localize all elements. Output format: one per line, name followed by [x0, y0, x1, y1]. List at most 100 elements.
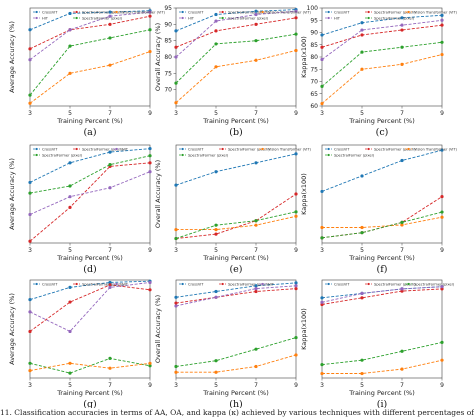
- data-point: [400, 28, 404, 32]
- y-tick-label: 95: [164, 5, 172, 12]
- data-point: [320, 296, 324, 300]
- series-line-spectralformer-patch: [29, 162, 151, 242]
- legend-marker: [75, 16, 78, 20]
- legend-marker: [221, 282, 224, 286]
- x-axis-label: Training Percent (%): [56, 389, 123, 397]
- data-point: [68, 11, 72, 16]
- series-line-hit: [29, 171, 151, 215]
- data-point: [108, 280, 112, 285]
- data-point: [174, 228, 178, 232]
- x-tick-label: 5: [68, 247, 72, 254]
- series-line-vision-transformer-vit: [175, 50, 297, 104]
- y-axis-label: Overall Accuracy (%): [154, 160, 162, 228]
- legend-marker: [327, 153, 330, 157]
- series-line-spectralformer-patch: [321, 196, 443, 239]
- series-line-hit: [29, 281, 151, 332]
- data-point: [440, 340, 444, 344]
- data-point: [214, 289, 218, 294]
- y-tick-label: 70: [164, 87, 172, 94]
- x-tick-label: 9: [440, 382, 444, 389]
- x-tick-label: 7: [254, 382, 258, 389]
- panel-a: 3 5 7 9 Training Percent (%) Average Accuracy…: [8, 7, 166, 138]
- series-line-spectralformer-patch: [175, 288, 297, 304]
- data-point: [320, 57, 324, 62]
- data-point: [28, 361, 32, 365]
- series-line-vision-transformer-vit: [176, 215, 297, 231]
- data-point: [214, 42, 218, 46]
- panel-label: (i): [377, 399, 387, 408]
- legend-marker: [261, 147, 264, 151]
- legend-marker: [35, 10, 38, 14]
- data-point: [174, 295, 178, 299]
- series-line-vision-transformer-vit: [321, 54, 443, 104]
- legend-entry: HiT: [122, 282, 129, 286]
- legend-entry: SpectralFormer (patch): [228, 282, 270, 286]
- data-point: [294, 281, 298, 285]
- data-point: [320, 302, 324, 307]
- data-point: [440, 194, 444, 199]
- x-tick-label: 3: [174, 110, 178, 117]
- data-point: [28, 239, 32, 243]
- data-point: [214, 65, 218, 69]
- legend-entry: HiT: [188, 16, 195, 20]
- data-point: [28, 369, 32, 373]
- data-point: [440, 23, 444, 27]
- data-point: [214, 359, 218, 363]
- data-point: [400, 158, 404, 163]
- y-axis-label: Average Accuracy (%): [8, 293, 16, 365]
- legend-entry: SpectralFormer (patch): [228, 147, 270, 151]
- x-tick-label: 5: [214, 382, 218, 389]
- series-line-spectralformer-patch: [321, 24, 443, 48]
- legend-entry: SpectralFormer (patch): [374, 282, 416, 286]
- panel-g: 3 5 7 9 Training Percent (%) Average Accuracy…: [8, 279, 152, 408]
- legend-entry: CrossViT: [42, 147, 58, 151]
- data-point: [360, 358, 364, 362]
- legend-marker: [115, 10, 118, 14]
- data-point: [254, 289, 258, 294]
- legend-marker: [35, 282, 38, 286]
- data-point: [214, 29, 218, 33]
- panel-label: (g): [83, 399, 97, 408]
- series-line-spectralformer-pixel: [321, 341, 443, 366]
- data-point: [440, 215, 444, 219]
- x-axis-label: Training Percent (%): [56, 117, 123, 125]
- legend-entry: SpectralFormer (patch): [82, 282, 124, 286]
- data-point: [148, 28, 152, 32]
- data-point: [360, 231, 364, 235]
- data-point: [400, 16, 404, 20]
- x-tick-label: 5: [360, 247, 364, 254]
- x-tick-label: 7: [400, 110, 404, 117]
- series-line-hit: [175, 285, 297, 307]
- data-point: [254, 161, 258, 165]
- data-point: [440, 52, 444, 57]
- x-axis-label: Training Percent (%): [348, 389, 415, 397]
- y-axis-label: Average Accuracy (%): [8, 158, 16, 230]
- data-point: [400, 220, 404, 224]
- legend-marker: [35, 153, 38, 157]
- series-line-spectralformer-patch: [321, 288, 443, 305]
- legend-marker: [181, 16, 184, 20]
- legend-marker: [407, 282, 410, 286]
- data-point: [68, 361, 72, 365]
- data-point: [108, 285, 112, 289]
- data-point: [108, 356, 112, 360]
- plot-frame: [175, 144, 297, 244]
- x-tick-label: 5: [214, 110, 218, 117]
- data-point: [320, 300, 324, 304]
- legend-marker: [367, 282, 370, 286]
- figure-grid: 3 5 7 9 Training Percent (%) Average Accuracy…: [8, 5, 458, 408]
- plot-frame: [175, 279, 297, 379]
- data-point: [440, 287, 444, 291]
- y-tick-label: 85: [164, 38, 172, 45]
- data-point: [148, 161, 152, 165]
- legend-entry: HiT: [334, 16, 341, 20]
- data-point: [28, 58, 32, 62]
- data-point: [174, 364, 178, 369]
- x-tick-label: 7: [108, 110, 112, 117]
- data-point: [254, 223, 258, 227]
- y-tick-label: 90: [310, 30, 318, 37]
- data-point: [174, 183, 178, 187]
- data-point: [254, 9, 258, 13]
- data-point: [400, 289, 404, 293]
- series-line-hit: [321, 19, 443, 60]
